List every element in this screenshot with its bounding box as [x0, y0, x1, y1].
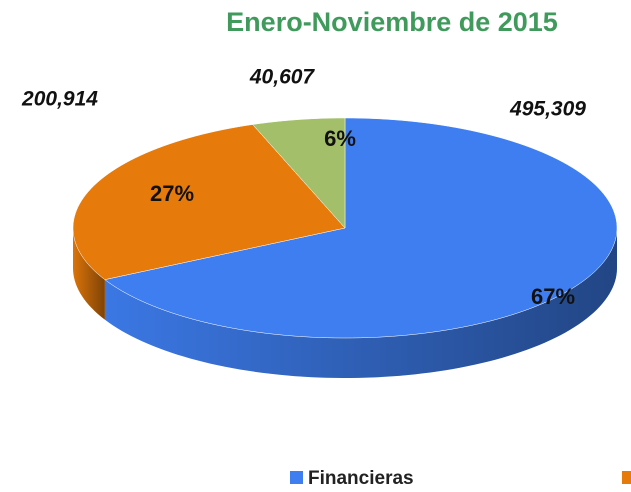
pie-slice	[72, 124, 346, 280]
percent-label: 67%	[531, 284, 575, 309]
value-label: 200,914	[21, 88, 98, 111]
value-label: 40,607	[249, 66, 316, 89]
pie-slice	[252, 117, 346, 229]
pie-side-shade	[73, 228, 105, 320]
legend-swatch	[290, 471, 303, 484]
percent-label: 6%	[324, 126, 356, 151]
percent-label: 27%	[150, 181, 194, 206]
pie-slice	[104, 117, 618, 339]
chart-title: Enero-Noviembre de 2015	[226, 7, 558, 37]
legend-label: Financieras	[308, 468, 414, 489]
value-label: 495,309	[509, 98, 586, 121]
pie-side-shade	[104, 228, 618, 378]
legend-swatch	[622, 471, 631, 484]
